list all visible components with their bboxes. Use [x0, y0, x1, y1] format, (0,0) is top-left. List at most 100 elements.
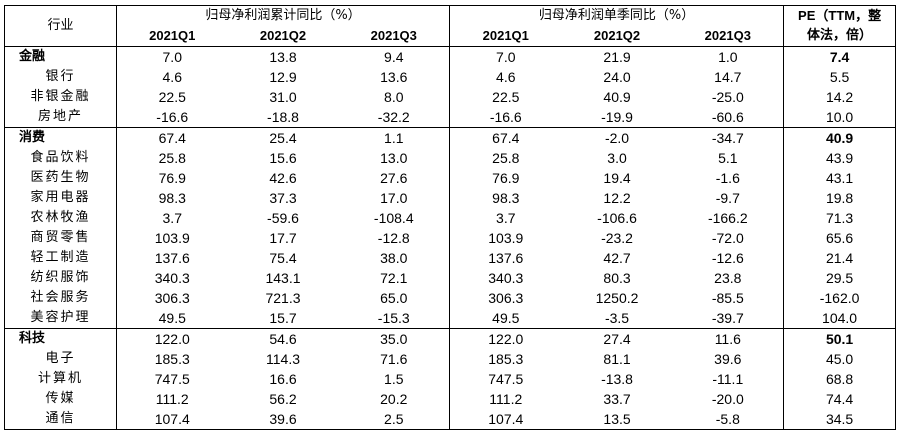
table-row: 传媒 111.2 56.2 20.2 111.2 33.7 -20.0 74.4 [4, 389, 897, 409]
cumulative-value: -108.4 [373, 210, 414, 226]
pe-value: 68.8 [783, 369, 897, 389]
single-quarter-value: 80.3 [603, 270, 631, 286]
single-quarter-value: 3.0 [607, 150, 627, 166]
cumulative-value: 75.4 [269, 250, 297, 266]
table-row: 科技 122.0 54.6 35.0 122.0 27.4 11.6 50.1 [4, 328, 897, 349]
cumulative-value: 65.0 [380, 290, 408, 306]
industry-name: 非银金融 [4, 87, 117, 107]
header-pe-line2: 体法，倍） [783, 26, 897, 47]
cumulative-value: 17.0 [380, 190, 408, 206]
cumulative-value: 747.5 [154, 371, 190, 387]
industry-name: 通信 [4, 409, 117, 430]
pe-value: 71.3 [783, 208, 897, 228]
pe-value: 10.0 [783, 107, 897, 128]
single-quarter-value: 137.6 [449, 248, 562, 268]
single-quarter-value: 39.6 [714, 351, 742, 367]
single-quarter-value: -3.5 [604, 310, 630, 326]
sector-group-name: 消费 [4, 127, 117, 148]
table-row: 美容护理 49.5 15.7 -15.3 49.5 -3.5 -39.7 104.0 [4, 308, 897, 329]
single-quarter-value: 12.2 [603, 190, 631, 206]
pe-value: 74.4 [783, 389, 897, 409]
table-row: 医药生物 76.9 42.6 27.6 76.9 19.4 -1.6 43.1 [4, 168, 897, 188]
table-row: 纺织服饰 340.3 143.1 72.1 340.3 80.3 23.8 29.5 [4, 268, 897, 288]
single-quarter-value: 40.9 [603, 89, 631, 105]
single-quarter-value: -11.1 [712, 371, 744, 387]
cumulative-value: 31.0 [269, 89, 297, 105]
single-quarter-value: 23.8 [714, 270, 742, 286]
table-row: 农林牧渔 3.7 -59.6 -108.4 3.7 -106.6 -166.2 71.3 [4, 208, 897, 228]
pe-value: 43.9 [783, 148, 897, 168]
cumulative-value: 17.7 [269, 230, 297, 246]
pe-value: 45.0 [783, 349, 897, 369]
single-quarter-value: 42.7 [603, 250, 631, 266]
industry-name: 美容护理 [4, 308, 117, 329]
single-quarter-value: 747.5 [449, 369, 562, 389]
single-quarter-value: 4.6 [449, 67, 562, 87]
single-quarter-value: 76.9 [449, 168, 562, 188]
header-sq-q3: 2021Q3 [672, 26, 784, 47]
industry-name: 房地产 [4, 107, 117, 128]
single-quarter-value: 25.8 [449, 148, 562, 168]
single-quarter-value: 111.2 [449, 389, 562, 409]
table-row: 轻工制造 137.6 75.4 38.0 137.6 42.7 -12.6 21.4 [4, 248, 897, 268]
cumulative-value: 340.3 [154, 270, 190, 286]
single-quarter-value: -13.8 [601, 371, 633, 387]
single-quarter-value: 122.0 [449, 328, 562, 349]
header-cum-q3: 2021Q3 [338, 26, 450, 47]
single-quarter-value: -106.6 [597, 210, 637, 226]
table-row: 消费 67.4 25.4 1.1 67.4 -2.0 -34.7 40.9 [4, 127, 897, 148]
single-quarter-value: 7.0 [449, 46, 562, 67]
header-cum-q2: 2021Q2 [227, 26, 339, 47]
table-row: 家用电器 98.3 37.3 17.0 98.3 12.2 -9.7 19.8 [4, 188, 897, 208]
cumulative-value: 2.5 [384, 411, 404, 427]
pe-value: 43.1 [783, 168, 897, 188]
single-quarter-value: 1.0 [718, 49, 738, 65]
single-quarter-value: -12.6 [711, 250, 744, 266]
industry-name: 社会服务 [4, 288, 117, 308]
header-sq-q1: 2021Q1 [449, 26, 562, 47]
cumulative-value: 16.6 [269, 371, 297, 387]
cumulative-value: 12.9 [269, 69, 297, 85]
industry-name: 计算机 [4, 369, 117, 389]
single-quarter-value: -39.7 [711, 310, 744, 326]
table-body: 金融 7.0 13.8 9.4 7.0 21.9 1.0 7.4 银行 4.6 12.9 13.6 4.… [4, 46, 897, 430]
cumulative-value: 71.6 [380, 351, 408, 367]
sector-group-name: 科技 [4, 328, 117, 349]
header-pe: PE（TTM，整 [783, 5, 897, 26]
sector-group-name: 金融 [4, 46, 117, 67]
single-quarter-value: -72.0 [711, 230, 744, 246]
cumulative-value: 76.9 [158, 170, 186, 186]
industry-name: 银行 [4, 67, 117, 87]
cumulative-value: -12.8 [377, 230, 410, 246]
header-sq-q2: 2021Q2 [561, 26, 673, 47]
single-quarter-value: 81.1 [603, 351, 631, 367]
cumulative-value: 35.0 [380, 331, 408, 347]
cumulative-value: 20.2 [380, 391, 408, 407]
single-quarter-value: 22.5 [449, 87, 562, 107]
pe-value: 7.4 [783, 46, 897, 67]
single-quarter-value: -25.0 [711, 89, 744, 105]
cumulative-value: 9.4 [384, 49, 404, 65]
single-quarter-value: 5.1 [718, 150, 738, 166]
cumulative-value: 137.6 [154, 250, 190, 266]
cumulative-value: 13.6 [380, 69, 408, 85]
single-quarter-value: -1.6 [715, 170, 740, 186]
cumulative-value: -18.8 [267, 109, 299, 125]
cumulative-value: -32.2 [377, 109, 410, 125]
single-quarter-value: 3.7 [449, 208, 562, 228]
cumulative-value: 4.6 [162, 69, 182, 85]
single-quarter-value: -9.7 [715, 190, 740, 206]
cumulative-value: 27.6 [380, 170, 408, 186]
single-quarter-value: 1250.2 [595, 290, 639, 306]
industry-name: 商贸零售 [4, 228, 117, 248]
pe-value: 29.5 [783, 268, 897, 288]
cumulative-value: 54.6 [269, 331, 297, 347]
cumulative-value: -15.3 [377, 310, 410, 326]
table-row: 社会服务 306.3 721.3 65.0 306.3 1250.2 -85.5 -162.0 [4, 288, 897, 308]
table-row: 房地产 -16.6 -18.8 -32.2 -16.6 -19.9 -60.6 10.0 [4, 107, 897, 128]
industry-name: 家用电器 [4, 188, 117, 208]
cumulative-value: 67.4 [158, 130, 186, 146]
pe-value: 14.2 [783, 87, 897, 107]
single-quarter-value: -19.9 [601, 109, 633, 125]
cumulative-value: 98.3 [158, 190, 186, 206]
